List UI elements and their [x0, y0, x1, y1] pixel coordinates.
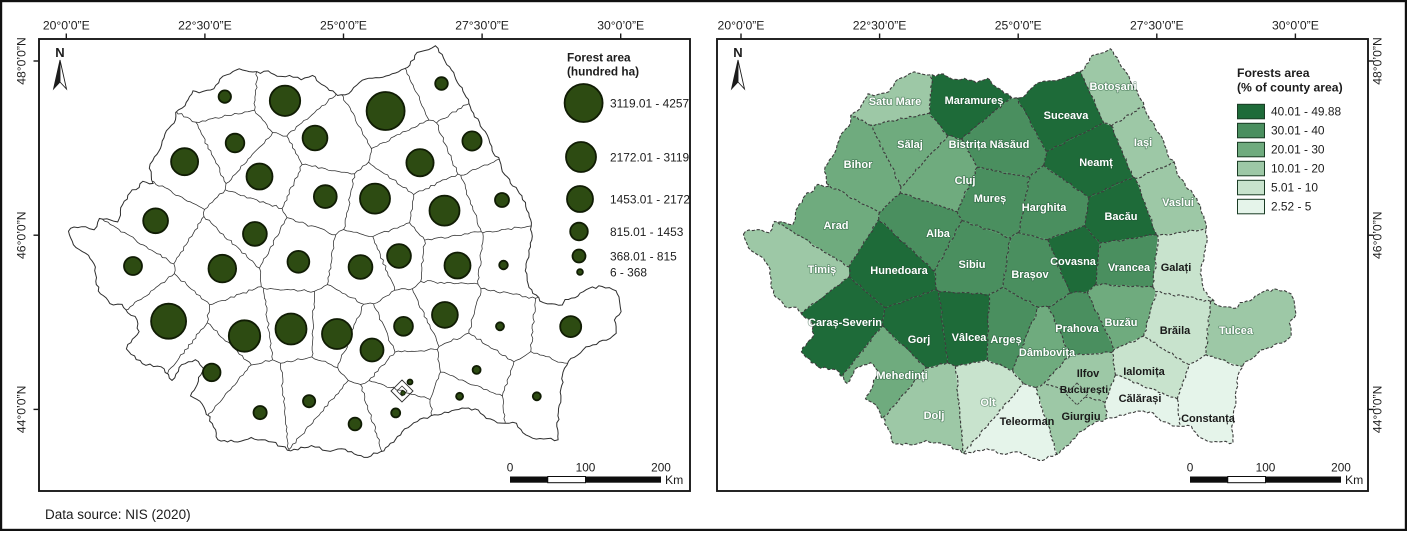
svg-text:Bacău: Bacău [1104, 211, 1137, 223]
svg-text:30.01 - 40: 30.01 - 40 [1271, 123, 1325, 137]
svg-text:0: 0 [1187, 461, 1194, 475]
svg-text:5.01 - 10: 5.01 - 10 [1271, 180, 1318, 194]
svg-text:20.01 - 30: 20.01 - 30 [1271, 142, 1325, 156]
svg-text:N: N [55, 45, 64, 60]
svg-text:27°30’0”E: 27°30’0”E [1130, 19, 1184, 33]
svg-text:20°0’0”E: 20°0’0”E [43, 19, 90, 33]
svg-text:Suceava: Suceava [1044, 110, 1090, 122]
svg-text:Neamț: Neamț [1079, 157, 1113, 169]
svg-text:(% of county area): (% of county area) [1237, 81, 1343, 95]
svg-text:44°0’0”N: 44°0’0”N [1371, 386, 1385, 434]
svg-text:46°0’0”N: 46°0’0”N [1371, 211, 1385, 259]
svg-text:Tulcea: Tulcea [1219, 325, 1254, 337]
svg-text:30°0’0”E: 30°0’0”E [597, 19, 644, 33]
svg-text:22°30’0”E: 22°30’0”E [853, 19, 907, 33]
svg-text:Caraș-Severin: Caraș-Severin [808, 317, 882, 329]
svg-text:Cluj: Cluj [955, 175, 976, 187]
svg-text:N: N [733, 45, 742, 60]
svg-text:Maramureș: Maramureș [945, 95, 1004, 107]
svg-text:Hunedoara: Hunedoara [870, 265, 928, 277]
svg-text:Brașov: Brașov [1011, 269, 1049, 281]
svg-text:2.52 - 5: 2.52 - 5 [1271, 199, 1312, 213]
svg-text:Timiș: Timiș [808, 264, 837, 276]
svg-text:20°0’0”E: 20°0’0”E [718, 19, 765, 33]
svg-text:25°0’0”E: 25°0’0”E [995, 19, 1042, 33]
svg-text:Vrancea: Vrancea [1108, 262, 1151, 274]
svg-text:Iași: Iași [1134, 137, 1152, 149]
svg-text:Data source: NIS (2020): Data source: NIS (2020) [45, 507, 191, 522]
svg-text:27°30’0”E: 27°30’0”E [455, 19, 509, 33]
svg-text:Km: Km [665, 473, 683, 487]
svg-text:40.01 - 49.88: 40.01 - 49.88 [1271, 104, 1341, 118]
svg-text:Vaslui: Vaslui [1162, 197, 1194, 209]
svg-text:Brăila: Brăila [1160, 325, 1191, 337]
svg-text:Dâmbovița: Dâmbovița [1019, 347, 1076, 359]
svg-text:Arad: Arad [823, 220, 848, 232]
svg-text:1453.01 - 2172: 1453.01 - 2172 [610, 193, 690, 207]
svg-text:Teleorman: Teleorman [1000, 416, 1055, 428]
svg-text:25°0’0”E: 25°0’0”E [320, 19, 367, 33]
svg-text:Forest area: Forest area [567, 51, 631, 65]
svg-text:Prahova: Prahova [1055, 323, 1099, 335]
svg-text:22°30’0”E: 22°30’0”E [178, 19, 232, 33]
svg-text:Harghita: Harghita [1022, 202, 1068, 214]
svg-text:Constanța: Constanța [1181, 413, 1236, 425]
svg-text:Gorj: Gorj [908, 334, 931, 346]
svg-text:Ilfov: Ilfov [1077, 368, 1100, 380]
svg-text:Bihor: Bihor [844, 159, 873, 171]
svg-text:București: București [1060, 384, 1109, 396]
svg-text:Vâlcea: Vâlcea [952, 332, 988, 344]
svg-text:2172.01 - 3119: 2172.01 - 3119 [610, 151, 690, 165]
svg-text:Mureș: Mureș [974, 193, 1006, 205]
svg-text:48°0’0”N: 48°0’0”N [1371, 37, 1385, 85]
svg-text:Botoșani: Botoșani [1089, 81, 1136, 93]
svg-text:Giurgiu: Giurgiu [1061, 411, 1100, 423]
svg-text:Buzău: Buzău [1105, 317, 1138, 329]
svg-text:Sibiu: Sibiu [959, 259, 986, 271]
svg-text:100: 100 [1256, 461, 1276, 475]
svg-text:200: 200 [1331, 461, 1351, 475]
svg-text:0: 0 [507, 461, 514, 475]
svg-text:Olt: Olt [980, 397, 996, 409]
svg-text:Alba: Alba [926, 228, 951, 240]
svg-text:Ialomița: Ialomița [1123, 366, 1165, 378]
svg-text:100: 100 [576, 461, 596, 475]
svg-text:48°0’0”N: 48°0’0”N [15, 37, 29, 85]
svg-text:Km: Km [1345, 473, 1363, 487]
svg-text:Galați: Galați [1161, 262, 1192, 274]
svg-text:Sălaj: Sălaj [897, 139, 923, 151]
svg-text:200: 200 [651, 461, 671, 475]
svg-text:Mehedinți: Mehedinți [876, 370, 927, 382]
svg-text:30°0’0”E: 30°0’0”E [1272, 19, 1319, 33]
svg-text:Dolj: Dolj [924, 410, 945, 422]
svg-text:6 - 368: 6 - 368 [610, 266, 647, 280]
svg-text:Bistrița Năsăud: Bistrița Năsăud [949, 139, 1030, 151]
svg-text:46°0’0”N: 46°0’0”N [15, 211, 29, 259]
svg-text:815.01 - 1453: 815.01 - 1453 [610, 225, 684, 239]
svg-text:Satu Mare: Satu Mare [869, 96, 922, 108]
svg-text:Argeș: Argeș [990, 334, 1021, 346]
svg-text:Călărași: Călărași [1119, 393, 1162, 405]
svg-text:Covasna: Covasna [1050, 256, 1097, 268]
svg-text:44°0’0”N: 44°0’0”N [15, 386, 29, 434]
svg-text:368.01 - 815: 368.01 - 815 [610, 250, 677, 264]
svg-text:3119.01 - 4257: 3119.01 - 4257 [610, 97, 690, 111]
svg-text:10.01 - 20: 10.01 - 20 [1271, 161, 1325, 175]
svg-text:Forests area: Forests area [1237, 66, 1310, 80]
svg-text:(hundred ha): (hundred ha) [567, 65, 639, 79]
